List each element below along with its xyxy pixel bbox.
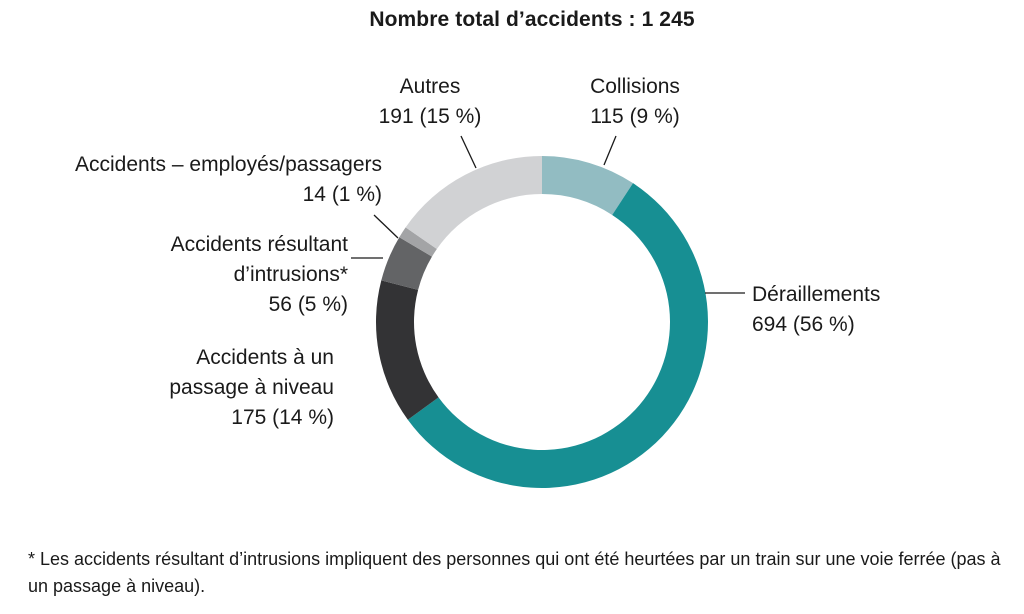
slice-label-text: d’intrusions* — [233, 263, 348, 286]
footnote: * Les accidents résultant d’intrusions i… — [28, 549, 1001, 596]
slice-label-text: Accidents résultant — [170, 233, 348, 256]
slice-label-text: Accidents à un — [196, 346, 334, 369]
slice-label-text: Collisions — [590, 75, 680, 98]
slice-label-text: Accidents – employés/passagers — [75, 153, 382, 176]
donut-slice-autres — [405, 156, 542, 250]
slice-label-text: passage à niveau — [169, 376, 334, 399]
donut-slice-collisions — [542, 156, 634, 215]
slice-label-text: Autres — [399, 75, 461, 98]
slice-label-passage-niveau: Accidents à un passage à niveau 175 (14 … — [100, 343, 334, 433]
donut-slice-employes-passagers — [399, 227, 437, 257]
leader-line-collisions — [603, 135, 617, 166]
slice-label-deraillements: Déraillements 694 (56 %) — [752, 280, 972, 340]
slice-value-text: 115 (9 %) — [590, 105, 680, 128]
slice-value-text: 191 (15 %) — [378, 105, 482, 128]
slice-label-employes-passagers: Accidents – employés/passagers 14 (1 %) — [20, 150, 382, 210]
leader-line-autres — [460, 135, 477, 169]
leader-line-employes-passagers — [373, 214, 399, 239]
chart-title: Nombre total d’accidents : 1 245 — [369, 8, 695, 31]
slice-value-text: 175 (14 %) — [231, 406, 334, 429]
slice-label-autres: Autres 191 (15 %) — [360, 72, 500, 132]
slice-value-text: 56 (5 %) — [268, 293, 348, 316]
slice-label-intrusions: Accidents résultant d’intrusions* 56 (5 … — [100, 230, 348, 320]
donut-slice-intrusions — [381, 237, 432, 290]
slice-label-collisions: Collisions 115 (9 %) — [560, 72, 710, 132]
donut-slice-passage-niveau — [376, 280, 439, 420]
slice-label-text: Déraillements — [752, 283, 881, 306]
slice-value-text: 694 (56 %) — [752, 313, 855, 336]
slice-value-text: 14 (1 %) — [302, 183, 382, 206]
